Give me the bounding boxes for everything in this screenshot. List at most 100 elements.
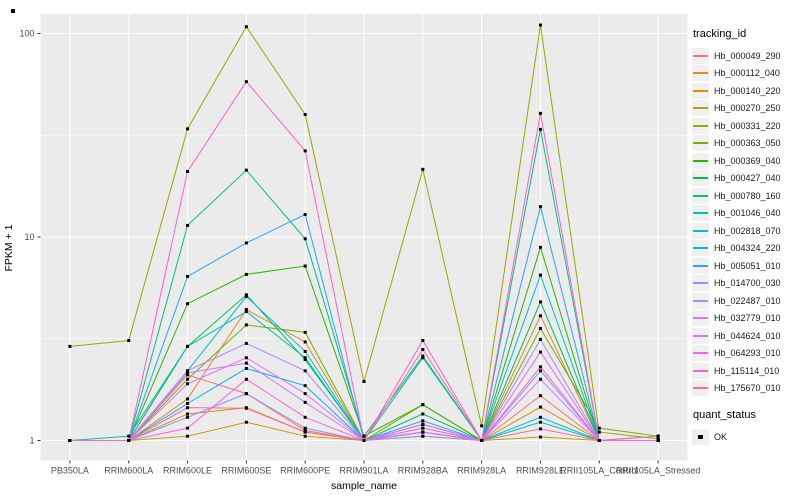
legend-key — [692, 65, 709, 82]
legend-key — [692, 345, 709, 362]
y-tick-label: 1 — [29, 436, 34, 446]
data-point-Hb_000331_220 — [538, 23, 542, 27]
data-point-Hb_044624_010 — [244, 356, 248, 360]
legend-key — [692, 82, 709, 99]
legend-key-line-icon — [693, 352, 708, 355]
legend-item-Hb_004324_220: Hb_004324_220 — [692, 240, 798, 258]
legend-key-line-icon — [693, 299, 708, 302]
data-point-Hb_000427_040 — [538, 300, 542, 304]
data-point-Hb_001046_040 — [303, 356, 307, 360]
data-point-Hb_000363_050 — [244, 323, 248, 327]
data-point-Hb_000331_220 — [362, 379, 366, 383]
data-point-Hb_000049_290 — [538, 394, 542, 398]
data-point-Hb_000049_290 — [303, 428, 307, 432]
legend: tracking_id Hb_000049_290 Hb_000112_040 Hb… — [692, 28, 798, 458]
x-tick-label: RRIM600LE — [163, 466, 212, 476]
legend-item-Hb_000363_050: Hb_000363_050 — [692, 135, 798, 153]
legend-key — [692, 380, 709, 397]
data-point-Hb_000331_220 — [244, 25, 248, 29]
data-point-Hb_000369_040 — [303, 264, 307, 268]
legend-item-Hb_000427_040: Hb_000427_040 — [692, 170, 798, 188]
data-point-Hb_115114_010 — [186, 169, 190, 173]
data-point-Hb_064293_010 — [421, 430, 425, 434]
legend-item-Hb_022487_010: Hb_022487_010 — [692, 292, 798, 310]
data-point-Hb_000331_220 — [127, 339, 131, 343]
legend-title-quant-status: quant_status — [693, 409, 756, 421]
tracking-id-legend-items: Hb_000049_290 Hb_000112_040 Hb_000140_220 H… — [692, 47, 798, 397]
data-point-Hb_064293_010 — [186, 426, 190, 430]
legend-key — [692, 205, 709, 222]
legend-key-line-icon — [693, 212, 708, 215]
legend-key-line-icon — [693, 54, 708, 57]
data-point-Hb_032779_010 — [244, 361, 248, 365]
x-tick-label: RRIM928LA — [457, 466, 506, 476]
data-point-Hb_000427_040 — [421, 412, 425, 416]
data-point-Hb_000270_250 — [186, 434, 190, 438]
legend-item-Hb_044624_010: Hb_044624_010 — [692, 327, 798, 345]
legend-item-Hb_115114_010: Hb_115114_010 — [692, 362, 798, 380]
data-point-Hb_115114_010 — [421, 339, 425, 343]
data-point-Hb_044624_010 — [421, 422, 425, 426]
legend-item-label: Hb_000270_250 — [714, 103, 781, 114]
x-tick-label: RRII105LA_Control — [560, 466, 638, 476]
data-point-Hb_000270_250 — [303, 434, 307, 438]
data-point-Hb_005051_010 — [421, 419, 425, 423]
legend-key-line-icon — [693, 194, 708, 197]
data-point-Hb_022487_010 — [538, 337, 542, 341]
data-point-Hb_000331_220 — [656, 437, 660, 441]
legend-key — [692, 275, 709, 292]
data-point-Hb_002818_070 — [538, 273, 542, 277]
legend-item-Hb_000331_220: Hb_000331_220 — [692, 117, 798, 135]
data-point-Hb_175670_010 — [362, 439, 366, 442]
data-point-Hb_000780_160 — [421, 354, 425, 358]
data-point-Hb_000780_160 — [186, 223, 190, 227]
legend-item-label: Hb_000331_220 — [714, 120, 781, 131]
data-point-Hb_000363_050 — [597, 426, 601, 430]
legend-key-line-icon — [693, 247, 708, 250]
legend-key — [692, 362, 709, 379]
legend-item-Hb_014700_030: Hb_014700_030 — [692, 275, 798, 293]
data-point-Hb_044624_010 — [186, 382, 190, 386]
data-point-Hb_001046_040 — [538, 420, 542, 424]
data-point-Hb_005051_010 — [186, 274, 190, 278]
data-point-Hb_000331_220 — [597, 430, 601, 434]
data-point-Hb_175670_010 — [68, 439, 72, 442]
data-point-Hb_000331_220 — [480, 424, 484, 428]
data-point-Hb_000363_050 — [303, 330, 307, 334]
data-point-Hb_001046_040 — [244, 310, 248, 314]
legend-key-line-icon — [693, 124, 708, 127]
data-point-Hb_000112_040 — [186, 397, 190, 401]
legend-key — [692, 292, 709, 309]
legend-key-line-icon — [693, 159, 708, 162]
stray-point-marker — [11, 9, 15, 13]
legend-key — [692, 135, 709, 152]
legend-item-label: Hb_000049_290 — [714, 50, 781, 61]
x-tick-label: RRIM928BA — [398, 466, 448, 476]
legend-key-line-icon — [693, 369, 708, 372]
legend-key — [692, 327, 709, 344]
legend-item-label: Hb_004324_220 — [714, 243, 781, 254]
quant-status-legend-items: OK — [692, 428, 798, 446]
legend-item-Hb_002818_070: Hb_002818_070 — [692, 222, 798, 240]
data-point-Hb_005051_010 — [303, 212, 307, 216]
legend-title-tracking-id: tracking_id — [693, 28, 747, 40]
x-axis-title: sample_name — [331, 480, 397, 492]
data-point-Hb_000270_250 — [538, 435, 542, 439]
data-point-Hb_001046_040 — [421, 356, 425, 360]
x-tick-label: PB350LA — [51, 466, 89, 476]
data-point-Hb_004324_220 — [244, 366, 248, 370]
data-point-Hb_000331_220 — [421, 167, 425, 171]
data-point-Hb_175670_010 — [538, 427, 542, 431]
data-point-Hb_044624_010 — [538, 350, 542, 354]
legend-item-label: Hb_175670_010 — [714, 383, 781, 394]
legend-key-line-icon — [693, 107, 708, 110]
legend-item-label: Hb_000369_040 — [714, 155, 781, 166]
data-point-Hb_115114_010 — [656, 439, 660, 442]
legend-key-line-icon — [693, 72, 708, 75]
legend-item-Hb_000270_250: Hb_000270_250 — [692, 100, 798, 118]
data-point-Hb_000331_220 — [303, 112, 307, 116]
legend-key — [692, 240, 709, 257]
legend-item-label: Hb_032779_010 — [714, 313, 781, 324]
data-point-Hb_000369_040 — [186, 302, 190, 306]
data-point-Hb_000780_160 — [303, 237, 307, 241]
